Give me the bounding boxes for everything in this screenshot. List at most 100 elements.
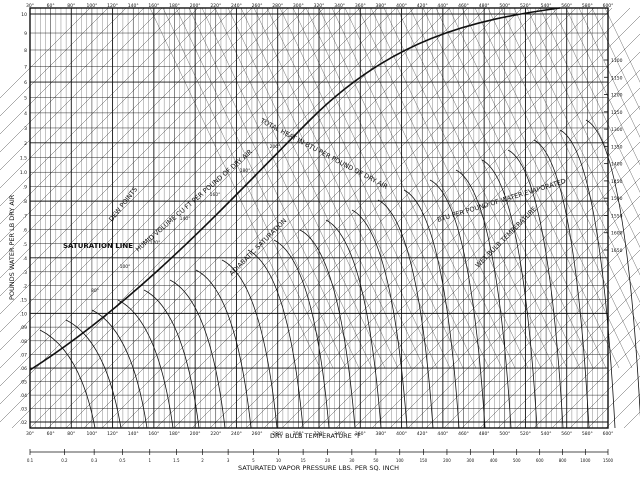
bottom-tick-label: 120° (107, 431, 118, 437)
left-tick-label: .08 (20, 339, 27, 345)
left-tick-label: 5 (24, 96, 27, 102)
top-tick-label: 280° (272, 3, 283, 9)
right-tick-label: 1300 (611, 127, 623, 133)
volume-line (266, 7, 438, 369)
enthalpy-line (425, 213, 640, 429)
enthalpy-line (191, 7, 613, 429)
wet-bulb-curve (559, 129, 616, 429)
left-tick-label: .10 (20, 311, 27, 317)
left-tick-label: 1.5 (20, 156, 27, 162)
bottom-tick-label: 520° (520, 431, 531, 437)
vapor-tick-label: 20 (325, 458, 331, 463)
enthalpy-line (0, 7, 307, 315)
bottom-tick-label: 100° (87, 431, 98, 437)
enthalpy-line (0, 7, 397, 405)
vapor-tick-label: 5 (252, 458, 255, 463)
vapor-tick-label: 2 (201, 458, 204, 463)
bottom-tick-label: 260° (252, 431, 263, 437)
wet-bulb-curve (377, 199, 434, 429)
bottom-tick-label: 580° (582, 431, 593, 437)
bottom-tick-label: 440° (437, 431, 448, 437)
volume-line (409, 7, 581, 369)
left-tick-label: .06 (20, 366, 27, 372)
enthalpy-line (29, 7, 451, 429)
enthalpy-line (0, 7, 217, 225)
vapor-tick-label: 0.3 (91, 458, 98, 463)
vapor-tick-label: 1.5 (173, 458, 180, 463)
bottom-tick-label: 400° (396, 431, 407, 437)
volume-line (539, 7, 640, 221)
left-tick-label: .02 (20, 420, 27, 426)
enthalpy-line (0, 7, 235, 243)
volume-line (162, 7, 334, 369)
top-tick-label: 340° (334, 3, 345, 9)
volume-line (396, 7, 568, 369)
bottom-tick-label: 140° (128, 431, 139, 437)
left-tick-label: 9 (24, 31, 27, 37)
wet-bulb-curve (65, 319, 122, 429)
volume-line (188, 7, 360, 369)
wet-bulb-curve (169, 279, 226, 429)
volume-line (370, 7, 542, 369)
enthalpy-line (11, 7, 433, 429)
enthalpy-line (533, 321, 640, 429)
bottom-tick-label: 460° (458, 431, 469, 437)
left-tick-label: .07 (20, 352, 27, 358)
volume-line (500, 7, 640, 303)
wet-bulb-curve (273, 239, 330, 429)
wet-bulb-tick-label: 140° (180, 216, 191, 222)
right-tick-label: 1250 (611, 110, 623, 116)
bottom-tick-label: 560° (561, 431, 572, 437)
enthalpy-line (0, 7, 91, 99)
top-tick-label: 600° (603, 3, 614, 9)
bottom-tick-label: 300° (293, 431, 304, 437)
left-tick-label: .09 (20, 325, 27, 331)
top-tick-label: 160° (148, 3, 159, 9)
volume-line (565, 7, 640, 166)
wet-bulb-curve (403, 189, 460, 429)
enthalpy-line (227, 15, 640, 429)
vapor-tick-label: 200 (443, 458, 451, 463)
left-tick-label: .2 (23, 284, 27, 290)
vapor-tick-label: 15 (301, 458, 307, 463)
volume-line (435, 7, 607, 369)
enthalpy-line (407, 195, 640, 429)
vapor-tick-label: 3 (227, 458, 230, 463)
enthalpy-line (497, 285, 640, 429)
enthalpy-line (0, 7, 415, 423)
wet-bulb-curve (117, 299, 174, 429)
enthalpy-line (137, 7, 559, 429)
wet-bulb-tick-label: 200° (270, 144, 281, 150)
volume-line (253, 7, 425, 369)
right-tick-label: 1450 (611, 179, 623, 185)
saturation-line-label: SATURATION LINE (63, 242, 133, 250)
volume-line (513, 7, 640, 276)
chart-grid (0, 7, 640, 429)
wet-bulb-tick-label: 180° (240, 168, 251, 174)
enthalpy-line (0, 7, 325, 333)
wet-bulb-label: WET BULB TEMPERATURE (474, 205, 538, 269)
left-tick-label: 7 (24, 64, 27, 70)
enthalpy-line (47, 7, 469, 429)
right-tick-label: 1350 (611, 144, 623, 150)
left-tick-label: 1.0 (20, 170, 27, 176)
volume-line (175, 7, 347, 369)
right-tick-label: 1400 (611, 162, 623, 168)
chart-ticks: 30°30°60°60°80°80°100°100°120°120°140°14… (20, 3, 623, 463)
enthalpy-line (83, 7, 505, 429)
volume-line (552, 7, 640, 193)
left-tick-label: 8 (24, 48, 27, 54)
wet-bulb-curve (247, 249, 304, 429)
wet-bulb-tick-label: 120° (150, 240, 161, 246)
enthalpy-line (0, 7, 199, 207)
volume-line (305, 7, 477, 369)
top-tick-label: 520° (520, 3, 531, 9)
bottom-tick-label: 180° (169, 431, 180, 437)
right-tick-label: 1100 (611, 58, 623, 64)
vapor-tick-label: 600 (536, 458, 544, 463)
bottom-tick-label: 320° (314, 431, 325, 437)
top-tick-label: 440° (437, 3, 448, 9)
vapor-tick-label: 30 (349, 458, 355, 463)
top-tick-label: 300° (293, 3, 304, 9)
volume-line (279, 7, 451, 369)
